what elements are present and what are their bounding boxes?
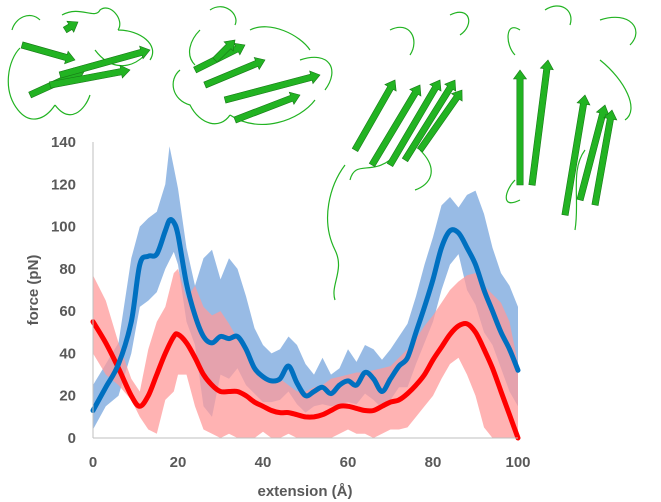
force-extension-chart: 0 20 40 60 80 100 0 20 40 60 80 100 120 140 extensio… — [25, 134, 531, 500]
y-tick-labels: 0 20 40 60 80 100 120 140 — [51, 134, 76, 447]
confidence-bands — [93, 146, 518, 438]
x-tick-label: 40 — [255, 454, 272, 471]
series-2-line — [90, 319, 521, 441]
x-tick-label: 100 — [505, 454, 530, 471]
x-tick-labels: 0 20 40 60 80 100 — [89, 454, 531, 471]
y-tick-label: 120 — [51, 176, 76, 193]
y-tick-label: 20 — [59, 388, 76, 405]
y-tick-label: 40 — [59, 345, 76, 362]
y-tick-label: 100 — [51, 219, 76, 236]
y-axis-label: force (pN) — [25, 255, 42, 326]
protein-structures — [7, 5, 637, 301]
y-tick-label: 0 — [68, 430, 76, 447]
series-1-line — [90, 217, 521, 413]
x-tick-label: 0 — [89, 454, 97, 471]
protein-structure-icon — [7, 7, 154, 120]
x-tick-label: 20 — [170, 454, 187, 471]
series-2-band — [93, 268, 518, 438]
x-axis-label: extension (Å) — [257, 483, 352, 500]
y-tick-label: 80 — [59, 261, 76, 278]
protein-structure-icon — [172, 6, 333, 125]
protein-structure-icon — [327, 11, 470, 301]
y-tick-label: 140 — [51, 134, 76, 151]
x-tick-label: 60 — [340, 454, 357, 471]
y-tick-label: 60 — [59, 303, 76, 320]
x-tick-label: 80 — [425, 454, 442, 471]
mean-lines — [90, 217, 521, 441]
protein-structure-icon — [505, 5, 637, 231]
